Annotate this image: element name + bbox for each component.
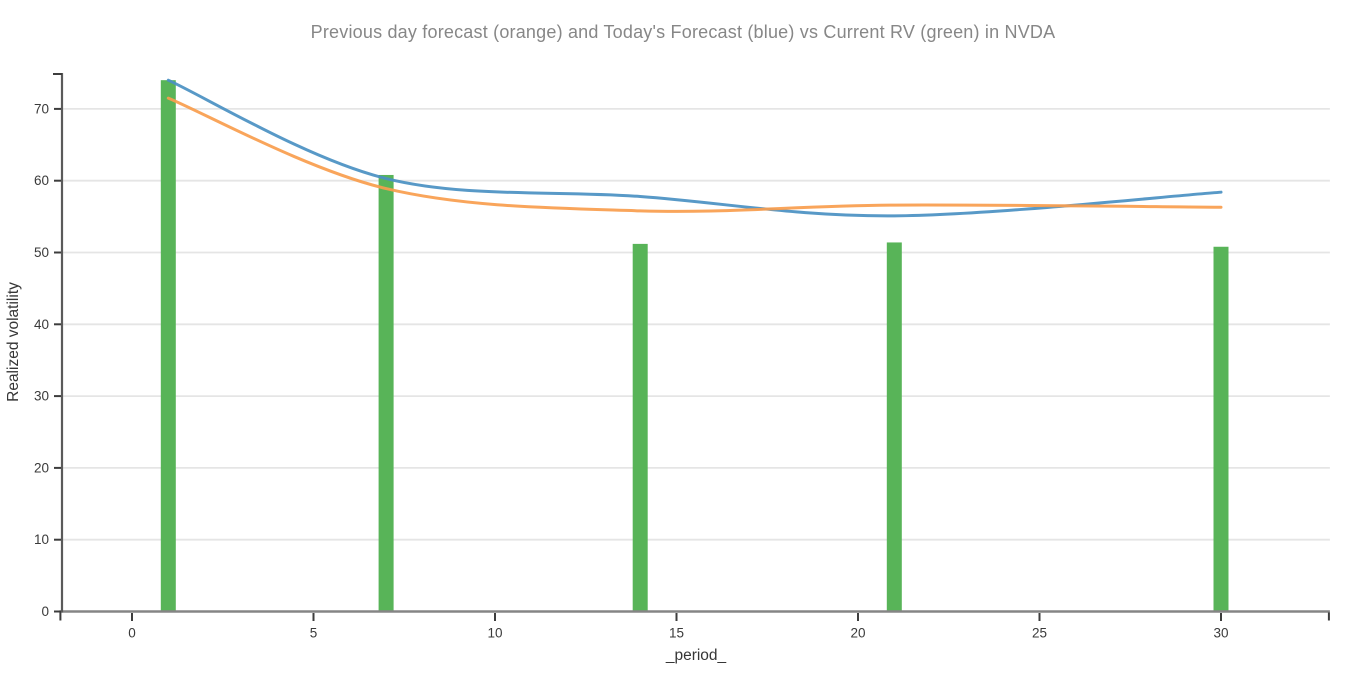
y-tick-label: 30 (34, 389, 49, 404)
x-axis-label: _period_ (665, 647, 727, 664)
previous-day-forecast-line (166, 96, 1223, 213)
bar (160, 80, 176, 611)
x-tick-label: 10 (487, 626, 502, 641)
y-tick-label: 0 (41, 604, 49, 619)
gridlines (62, 108, 1330, 541)
x-tick-label: 25 (1032, 626, 1047, 641)
rv-bars (160, 80, 1229, 611)
y-tick-label: 20 (34, 460, 49, 475)
y-ticks: 0 10 20 30 40 50 60 70 (34, 101, 61, 619)
x-tick-label: 30 (1213, 626, 1228, 641)
x-ticks: 0 5 10 15 20 25 30 (128, 613, 1229, 641)
today-s-forecast-line (166, 78, 1223, 218)
chart-title: Previous day forecast (orange) and Today… (310, 22, 1056, 42)
y-tick-label: 40 (34, 317, 49, 332)
bar (1213, 246, 1229, 611)
y-tick-label: 60 (34, 173, 49, 188)
x-tick-label: 20 (850, 626, 865, 641)
bar (886, 242, 902, 611)
x-tick-label: 5 (310, 626, 318, 641)
y-tick-label: 70 (34, 101, 49, 116)
bar (378, 174, 394, 611)
x-tick-label: 0 (128, 626, 136, 641)
y-tick-label: 10 (34, 532, 49, 547)
bar (632, 243, 648, 611)
y-tick-label: 50 (34, 245, 49, 260)
x-tick-label: 15 (669, 626, 684, 641)
axis-end-caps (53, 73, 1330, 621)
